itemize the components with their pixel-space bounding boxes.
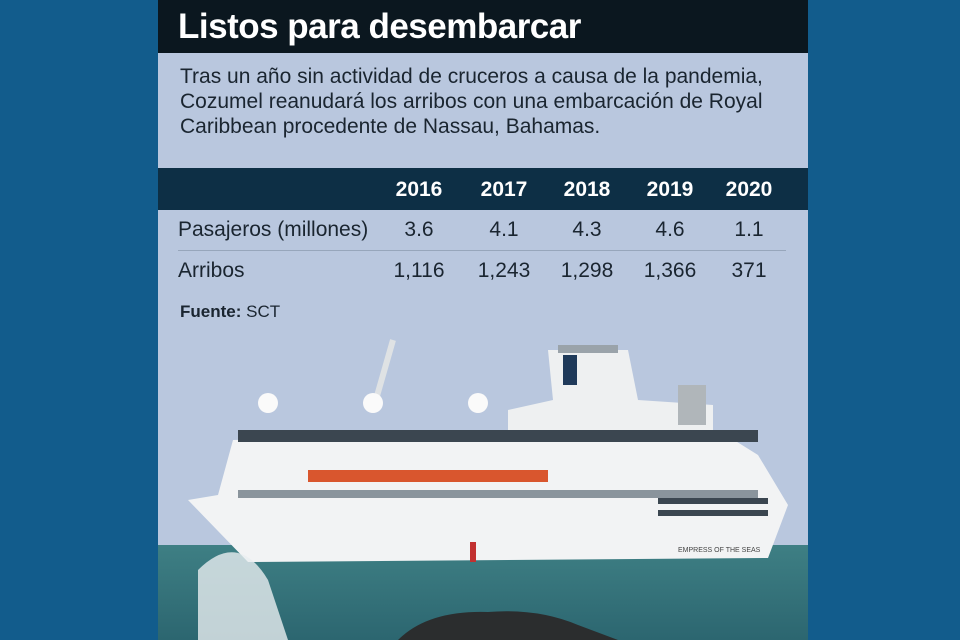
col-2016: 2016 — [395, 178, 443, 201]
cell: 4.3 — [572, 218, 602, 241]
cell: 1,366 — [643, 259, 697, 282]
source-label: Fuente: — [180, 302, 242, 321]
cell: 371 — [731, 259, 767, 282]
cell: 1.1 — [734, 218, 764, 241]
cell: 4.1 — [489, 218, 519, 241]
buoy — [470, 542, 476, 562]
wave-splash — [198, 552, 288, 640]
cell: 1,116 — [393, 259, 445, 282]
cell: 4.6 — [655, 218, 685, 241]
col-2017: 2017 — [480, 178, 528, 201]
col-2018: 2018 — [563, 178, 611, 201]
ship: EMPRESS OF THE SEAS — [188, 339, 788, 562]
cruise-ship-photo: EMPRESS OF THE SEAS — [158, 339, 808, 640]
rocks — [398, 611, 618, 640]
row-divider — [178, 250, 786, 251]
table-row-arribos: Arribos 1,116 1,243 1,298 1,366 371 — [178, 251, 786, 291]
page-title: Listos para desembarcar — [178, 7, 581, 46]
row-label: Pasajeros (millones) — [178, 218, 369, 241]
cell: 1,298 — [560, 259, 614, 282]
table-header: 2016 2017 2018 2019 2020 — [158, 168, 808, 210]
intro-text: Tras un año sin actividad de cruceros a … — [180, 65, 763, 138]
cell: 1,243 — [477, 259, 531, 282]
ship-name: EMPRESS OF THE SEAS — [678, 547, 761, 554]
col-2019: 2019 — [646, 178, 694, 201]
title-bar: Listos para desembarcar — [158, 0, 808, 53]
table-row-pasajeros: Pasajeros (millones) 3.6 4.1 4.3 4.6 1.1 — [178, 210, 786, 250]
infographic-panel: Listos para desembarcar Tras un año sin … — [158, 0, 808, 640]
cell: 3.6 — [404, 218, 434, 241]
col-2020: 2020 — [725, 178, 773, 201]
source-value: SCT — [246, 302, 281, 321]
source-note: Fuente: SCT — [180, 302, 280, 322]
row-label: Arribos — [178, 259, 245, 282]
